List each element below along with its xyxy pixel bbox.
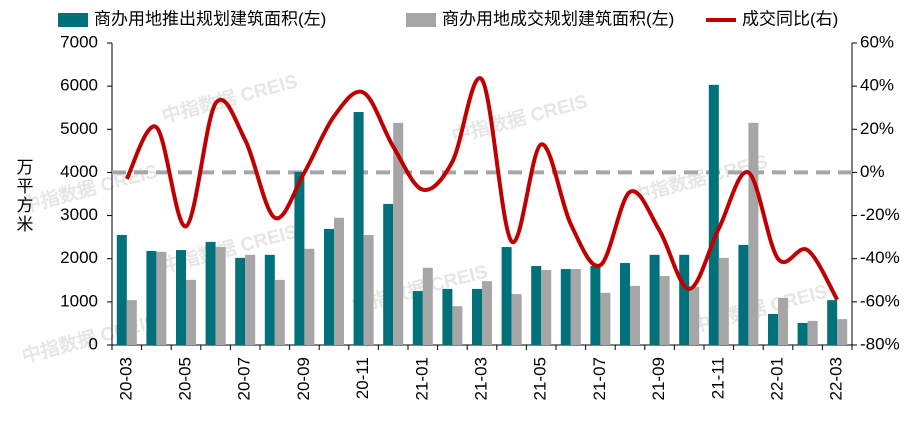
bar xyxy=(324,228,334,345)
bar xyxy=(452,306,463,345)
x-tick-label: 21-07 xyxy=(590,357,609,400)
x-tick-label: 20-11 xyxy=(353,357,372,399)
y-tick-label: 2000 xyxy=(60,248,98,267)
bar xyxy=(679,254,690,345)
x-tick-label: 21-11 xyxy=(708,357,727,399)
bar xyxy=(708,84,719,345)
bar xyxy=(560,269,571,345)
bar xyxy=(274,279,285,345)
bar xyxy=(383,203,394,345)
legend-label: 商办用地推出规划建筑面积(左) xyxy=(94,9,326,28)
y2-tick-label: 0% xyxy=(860,162,885,181)
bar xyxy=(600,292,611,345)
y2-tick-label: -20% xyxy=(860,205,900,224)
x-tick-label: 22-01 xyxy=(767,357,786,400)
bar xyxy=(659,275,670,345)
y2-tick-label: 20% xyxy=(860,119,894,138)
y2-tick-label: -60% xyxy=(860,291,900,310)
x-tick-label: 21-05 xyxy=(531,357,550,400)
bar xyxy=(718,257,729,345)
x-tick-label: 20-09 xyxy=(294,357,313,400)
bar xyxy=(482,281,492,345)
x-tick-label: 21-09 xyxy=(649,357,668,400)
bar xyxy=(501,247,512,345)
x-tick-label: 20-03 xyxy=(116,357,135,400)
y-tick-label: 5000 xyxy=(60,119,98,138)
bar xyxy=(738,244,749,345)
y2-tick-label: -80% xyxy=(860,334,900,353)
bar xyxy=(541,269,552,345)
y2-tick-label: 40% xyxy=(860,76,894,95)
y-tick-label: 1000 xyxy=(60,291,98,310)
bar xyxy=(235,257,246,345)
bar xyxy=(827,300,838,345)
y2-tick-label: -40% xyxy=(860,248,900,267)
x-tick-label: 22-03 xyxy=(827,357,846,400)
bar xyxy=(126,300,137,345)
bar xyxy=(837,319,848,345)
legend-label: 商办用地成交规划建筑面积(左) xyxy=(442,9,674,28)
x-tick-label: 20-05 xyxy=(175,357,194,400)
legend-label: 成交同比(右) xyxy=(742,9,838,28)
bar xyxy=(146,250,157,345)
x-tick-label: 21-01 xyxy=(412,357,431,400)
bar xyxy=(205,241,216,345)
bar xyxy=(748,122,759,345)
bar xyxy=(630,285,640,345)
bar xyxy=(116,234,127,345)
bar xyxy=(797,322,808,345)
bar xyxy=(531,266,542,345)
bar xyxy=(689,286,700,345)
bar xyxy=(334,217,344,345)
bar xyxy=(156,251,167,345)
bar xyxy=(393,122,404,345)
legend-swatch xyxy=(406,13,436,27)
bar xyxy=(176,250,186,345)
watermark: 中指数据 CREIS xyxy=(159,69,300,127)
bar xyxy=(294,171,305,345)
y-tick-label: 0 xyxy=(89,334,98,353)
bar xyxy=(620,263,630,345)
bar xyxy=(472,288,482,345)
bar xyxy=(807,320,818,345)
bar xyxy=(422,267,433,345)
x-tick-label: 21-03 xyxy=(471,357,490,400)
y-tick-label: 6000 xyxy=(60,76,98,95)
y-tick-label: 7000 xyxy=(60,32,98,51)
bar xyxy=(442,288,453,345)
bar xyxy=(215,247,226,345)
bar xyxy=(363,234,374,345)
x-tick-label: 20-07 xyxy=(235,357,254,400)
bar xyxy=(570,269,581,345)
bar xyxy=(768,313,778,345)
bar xyxy=(412,291,423,345)
bar xyxy=(304,248,315,345)
bar xyxy=(590,266,601,345)
bar xyxy=(511,294,522,345)
bar xyxy=(264,254,275,345)
bar xyxy=(353,112,364,346)
line xyxy=(124,76,839,301)
legend-swatch xyxy=(58,13,88,27)
bar xyxy=(186,279,196,345)
y-tick-label: 3000 xyxy=(60,205,98,224)
bar xyxy=(778,297,788,345)
y-axis-label: 万平方米 xyxy=(14,158,34,234)
y-tick-label: 4000 xyxy=(60,162,98,181)
bar xyxy=(245,254,256,345)
legend: 商办用地推出规划建筑面积(左) 商办用地成交规划建筑面积(左) 成交同比(右) xyxy=(58,9,838,28)
bar xyxy=(649,254,660,345)
y2-tick-label: 60% xyxy=(860,32,894,51)
